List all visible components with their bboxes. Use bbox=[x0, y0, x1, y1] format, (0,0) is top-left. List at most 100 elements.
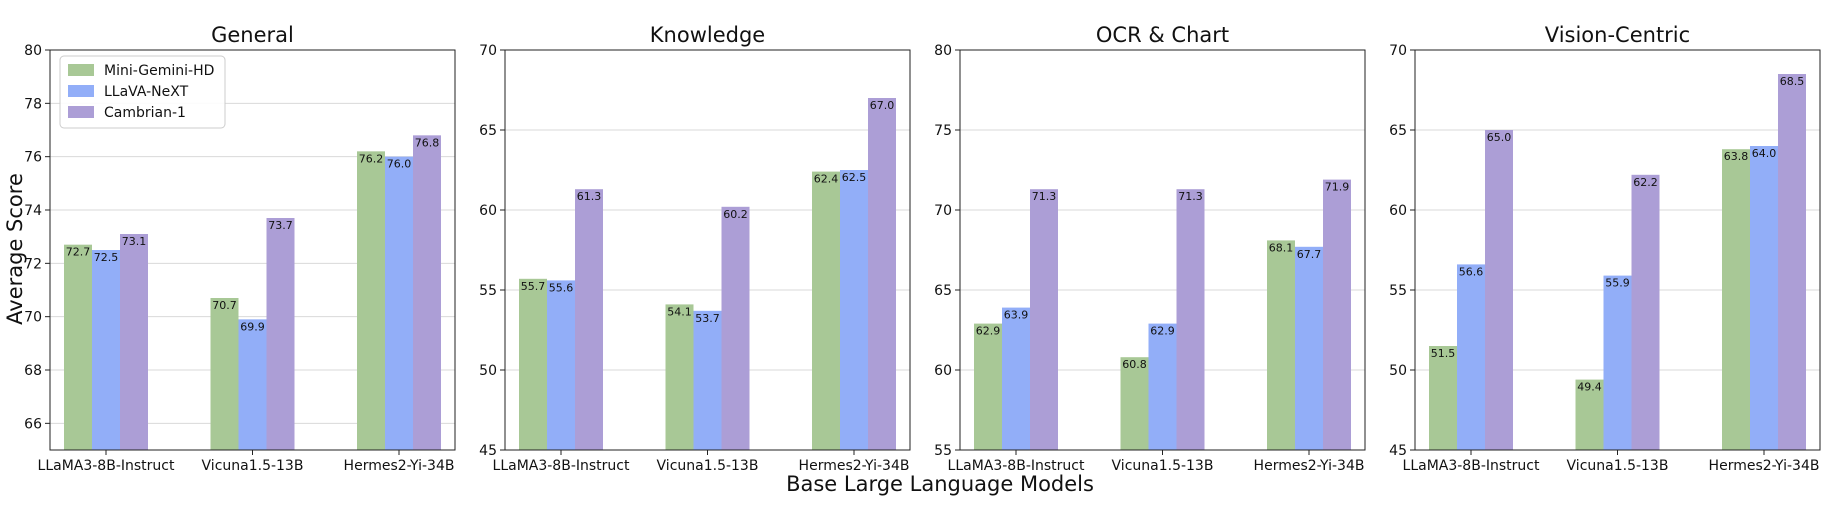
plot-frame bbox=[504, 49, 911, 451]
bar bbox=[266, 218, 295, 450]
bar-value-label: 62.9 bbox=[1150, 325, 1175, 338]
bar bbox=[1429, 346, 1457, 450]
bar bbox=[721, 206, 750, 450]
legend-entry-label: LLaVA-NeXT bbox=[104, 84, 189, 100]
y-tick-label: 66 bbox=[24, 416, 42, 432]
y-tick-label: 55 bbox=[934, 443, 952, 459]
bar-value-label: 76.0 bbox=[387, 158, 412, 171]
x-tick-label: Hermes2-Yi-34B bbox=[344, 458, 455, 474]
bar-value-label: 73.1 bbox=[122, 235, 147, 248]
bar-value-label: 72.5 bbox=[94, 251, 119, 264]
bar bbox=[1148, 323, 1177, 450]
x-tick-label: Vicuna1.5-13B bbox=[202, 458, 304, 474]
bar-value-label: 64.0 bbox=[1752, 147, 1777, 160]
bar bbox=[1457, 264, 1485, 450]
legend-entry-label: Mini-Gemini-HD bbox=[104, 63, 214, 79]
bar bbox=[547, 280, 575, 450]
bar bbox=[1631, 174, 1660, 451]
bar bbox=[413, 135, 441, 451]
bar bbox=[1002, 307, 1030, 450]
y-tick-label: 60 bbox=[1389, 203, 1407, 219]
y-tick-label: 70 bbox=[934, 203, 952, 219]
bar bbox=[665, 304, 694, 450]
panel-4: 45 50 55 60 65 70 51.5 56.6 65.0 LLaMA3-8B-Instru… bbox=[1389, 23, 1821, 474]
y-axis-label: Average Score bbox=[3, 173, 27, 325]
y-tick-label: 80 bbox=[934, 43, 952, 59]
x-axis-label: Base Large Language Models bbox=[786, 472, 1094, 496]
bar-value-label: 67.7 bbox=[1297, 248, 1322, 261]
y-tick-label: 76 bbox=[24, 150, 42, 166]
bar-value-label: 53.7 bbox=[695, 312, 720, 325]
legend-swatch bbox=[68, 106, 94, 118]
bar-value-label: 55.7 bbox=[521, 280, 546, 293]
x-tick-label: LLaMA3-8B-Instruct bbox=[1403, 458, 1540, 474]
y-tick-label: 65 bbox=[934, 283, 952, 299]
bar-value-label: 76.8 bbox=[415, 136, 440, 149]
bar-value-label: 68.1 bbox=[1269, 241, 1294, 254]
legend-entry-label: Cambrian-1 bbox=[104, 105, 186, 121]
y-tick-label: 55 bbox=[479, 283, 497, 299]
y-tick-label: 68 bbox=[24, 363, 42, 379]
bar bbox=[1120, 357, 1149, 450]
x-tick-label: Vicuna1.5-13B bbox=[1112, 458, 1214, 474]
bar bbox=[210, 298, 239, 450]
legend-swatch bbox=[68, 85, 94, 97]
bar bbox=[1575, 379, 1604, 450]
bar-value-label: 71.9 bbox=[1325, 181, 1350, 194]
bar-value-label: 62.2 bbox=[1633, 176, 1658, 189]
bar-value-label: 55.6 bbox=[549, 281, 574, 294]
y-tick-label: 80 bbox=[24, 43, 42, 59]
panel-1: 66 68 70 72 74 76 78 80 72.7 72.573.1 LLaMA3-8B-In… bbox=[24, 23, 456, 474]
bar-value-label: 63.9 bbox=[1004, 309, 1029, 322]
bar bbox=[575, 189, 603, 450]
bar bbox=[238, 319, 267, 450]
y-tick-label: 70 bbox=[479, 43, 497, 59]
x-tick-label: LLaMA3-8B-Instruct bbox=[493, 458, 630, 474]
y-tick-label: 50 bbox=[479, 363, 497, 379]
bar bbox=[812, 171, 840, 450]
bar-value-label: 68.5 bbox=[1780, 75, 1805, 88]
y-tick-label: 45 bbox=[1389, 443, 1407, 459]
panel-3: 55606570758062.963.971.3LLaMA3-8B-Instru… bbox=[934, 23, 1366, 474]
bar-value-label: 62.4 bbox=[814, 173, 839, 186]
x-tick-label: LLaMA3-8B-Instruct bbox=[948, 458, 1085, 474]
bar bbox=[1778, 74, 1806, 450]
bar-value-label: 62.9 bbox=[976, 325, 1001, 338]
y-tick-label: 72 bbox=[24, 256, 42, 272]
bar bbox=[1267, 240, 1295, 450]
bar bbox=[868, 98, 896, 450]
y-tick-label: 74 bbox=[24, 203, 42, 219]
bar-value-label: 63.8 bbox=[1724, 150, 1749, 163]
bar-value-label: 55.9 bbox=[1605, 277, 1630, 290]
bar bbox=[974, 323, 1002, 450]
x-tick-label: Vicuna1.5-13B bbox=[657, 458, 759, 474]
bar-value-label: 60.2 bbox=[723, 208, 748, 221]
bar-value-label: 76.2 bbox=[359, 152, 384, 165]
bar bbox=[519, 278, 547, 450]
panel-2: 45 50 55 60 65 70 55.7 55.6 61.3 LLaMA3-8B-Instru… bbox=[479, 23, 911, 474]
y-tick-label: 50 bbox=[1389, 363, 1407, 379]
y-tick-label: 70 bbox=[1389, 43, 1407, 59]
bar bbox=[92, 250, 120, 450]
y-tick-label: 75 bbox=[934, 123, 952, 139]
bar-value-label: 70.7 bbox=[212, 299, 237, 312]
y-tick-label: 65 bbox=[479, 123, 497, 139]
bar bbox=[840, 170, 868, 450]
plot-frame bbox=[959, 49, 1366, 451]
x-tick-label: LLaMA3-8B-Instruct bbox=[38, 458, 175, 474]
legend-swatch bbox=[68, 64, 94, 76]
bar-value-label: 71.3 bbox=[1032, 190, 1057, 203]
bar-value-label: 65.0 bbox=[1487, 131, 1512, 144]
bar-value-label: 62.5 bbox=[842, 171, 867, 184]
bar bbox=[693, 310, 722, 450]
bar bbox=[1295, 246, 1323, 450]
bar-value-label: 61.3 bbox=[577, 190, 602, 203]
bar-value-label: 72.7 bbox=[66, 246, 91, 259]
bar-value-label: 49.4 bbox=[1577, 381, 1602, 394]
y-tick-label: 60 bbox=[479, 203, 497, 219]
bar-value-label: 71.3 bbox=[1178, 190, 1203, 203]
x-tick-label: Hermes2-Yi-34B bbox=[1709, 458, 1820, 474]
plot-frame bbox=[1414, 49, 1821, 451]
panel-title: Vision-Centric bbox=[1545, 23, 1690, 47]
